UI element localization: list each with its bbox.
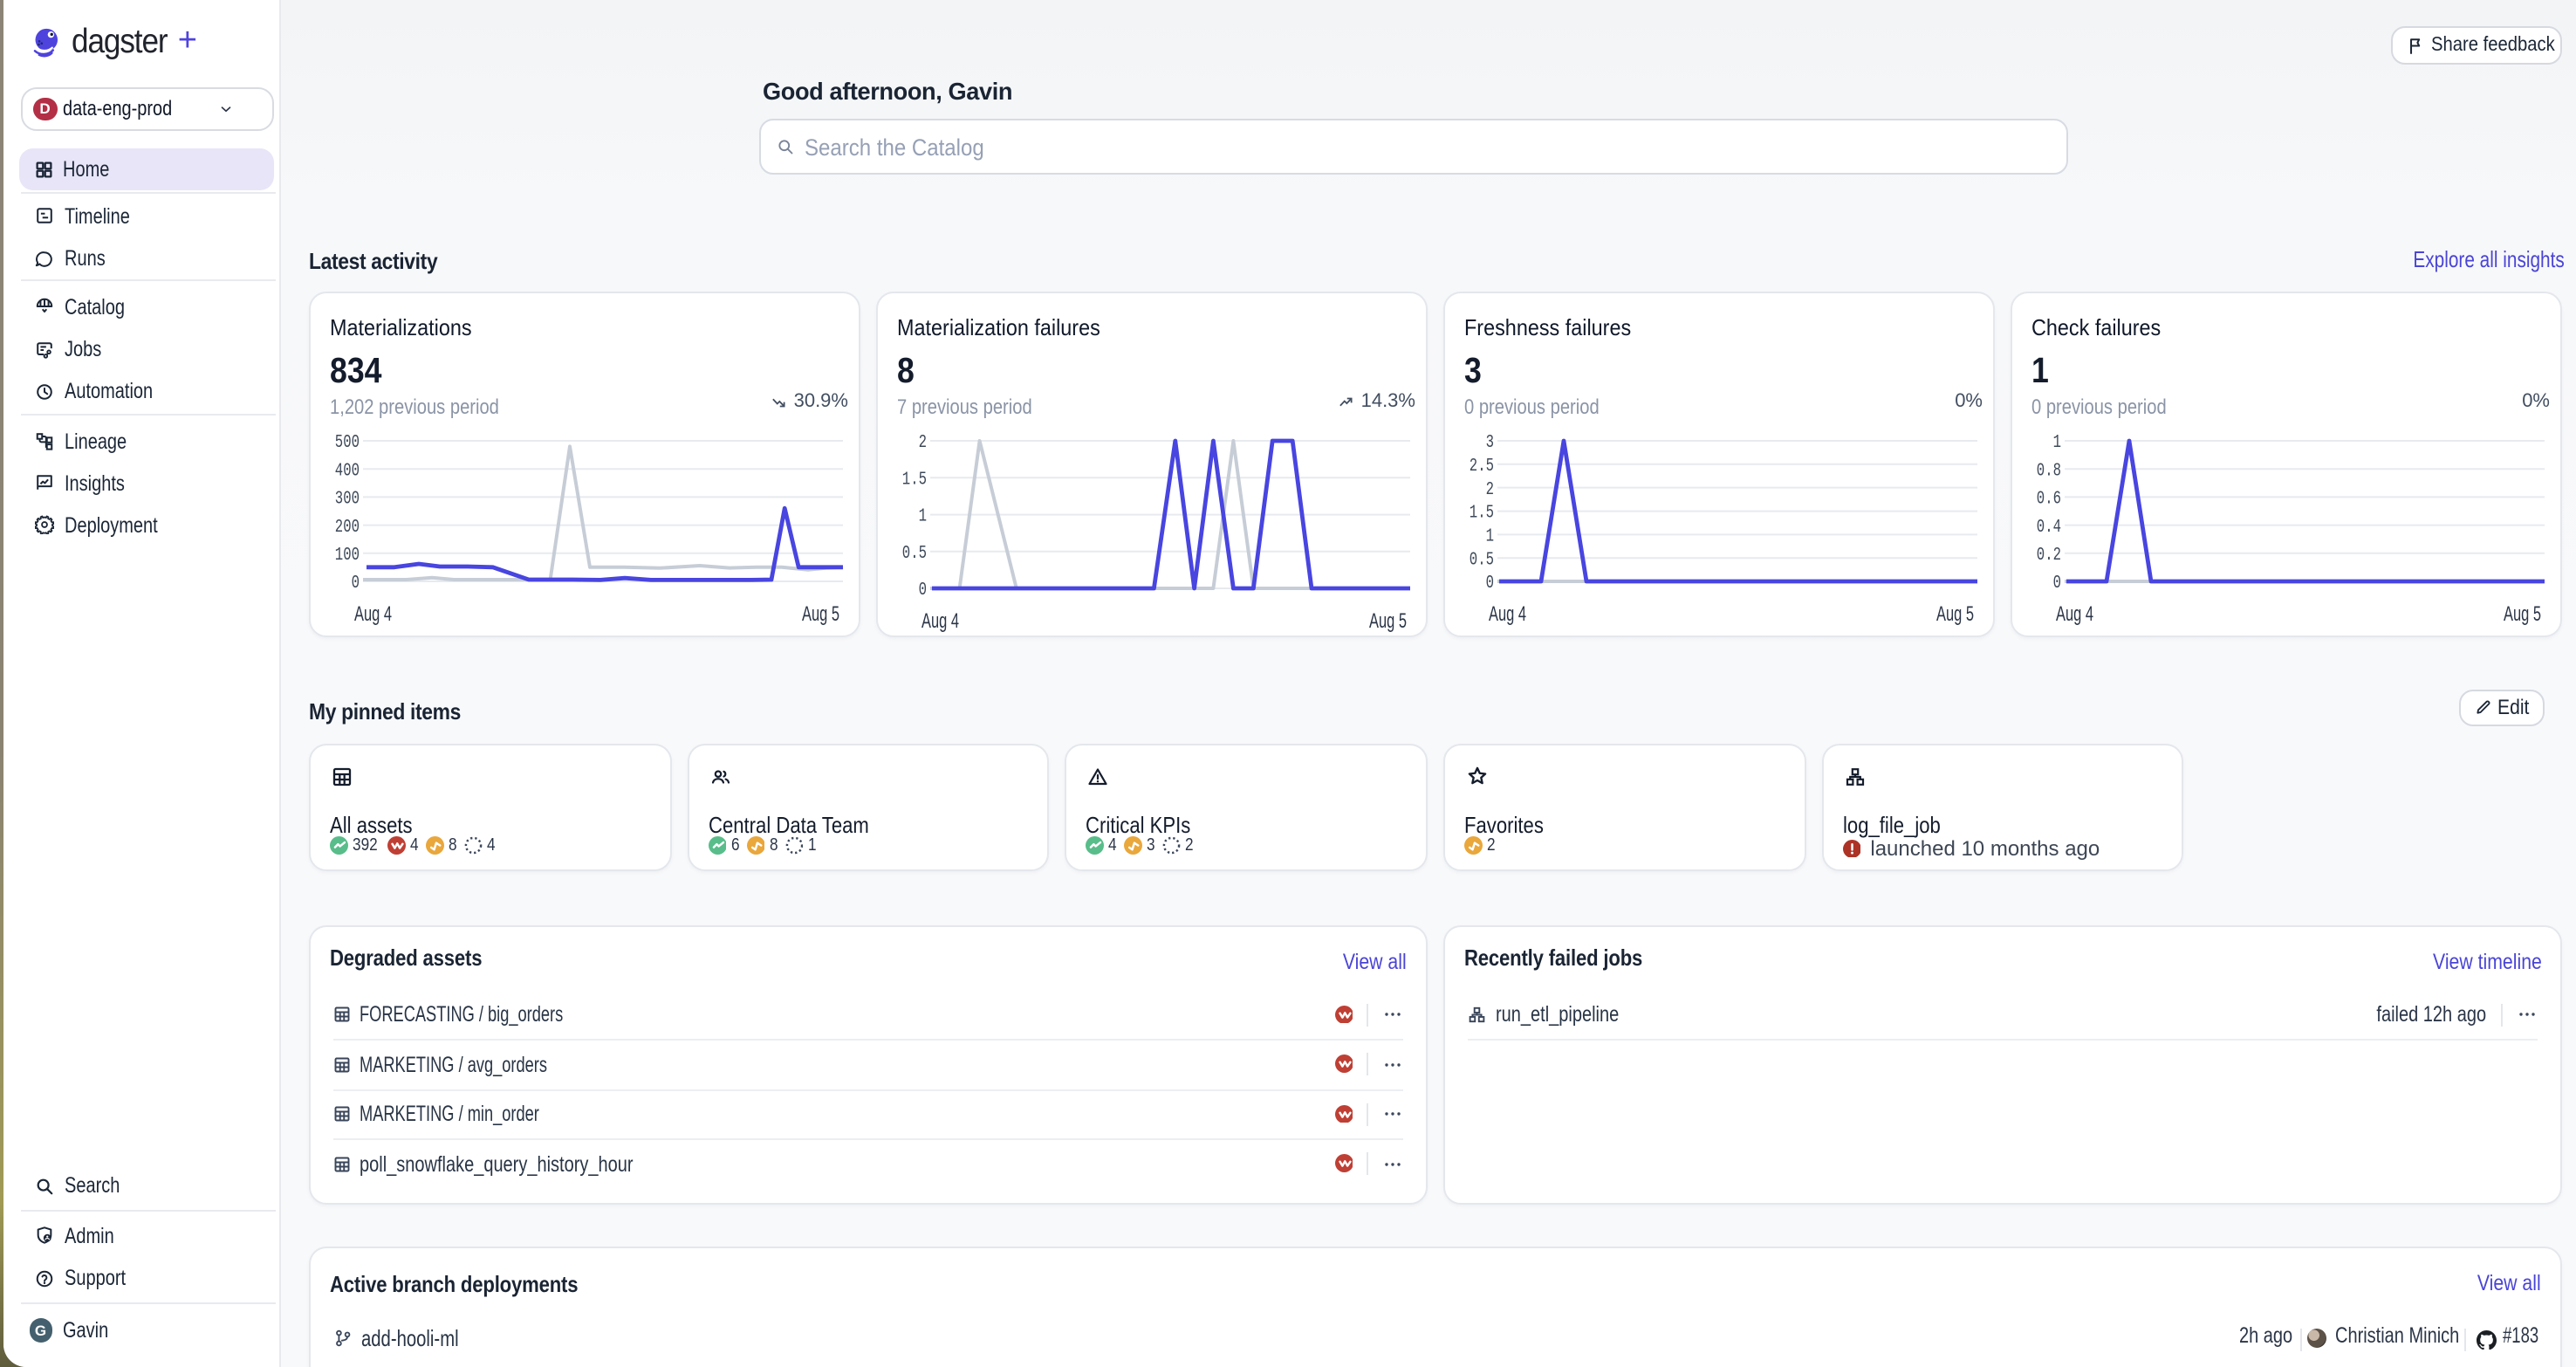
svg-text:400: 400 [335, 461, 360, 481]
svg-text:100: 100 [335, 546, 360, 566]
svg-text:0.4: 0.4 [2037, 518, 2061, 538]
svg-text:0.2: 0.2 [2037, 546, 2061, 566]
svg-text:0: 0 [352, 574, 360, 594]
svg-text:Aug 5: Aug 5 [1369, 609, 1407, 633]
svg-text:200: 200 [335, 518, 360, 538]
svg-text:Aug 5: Aug 5 [1936, 602, 1974, 626]
svg-text:1: 1 [2053, 433, 2061, 453]
svg-text:Aug 5: Aug 5 [802, 602, 839, 626]
svg-text:0.6: 0.6 [2037, 490, 2061, 510]
svg-text:1.5: 1.5 [1470, 504, 1494, 524]
svg-text:0: 0 [1486, 574, 1494, 594]
svg-text:Aug 4: Aug 4 [2056, 602, 2093, 626]
svg-text:500: 500 [335, 433, 360, 453]
svg-text:0: 0 [2053, 574, 2061, 594]
svg-text:1: 1 [919, 507, 927, 527]
svg-text:300: 300 [335, 490, 360, 510]
svg-text:Aug 4: Aug 4 [921, 609, 959, 633]
svg-text:1: 1 [1486, 527, 1494, 547]
svg-text:Aug 4: Aug 4 [1489, 602, 1526, 626]
svg-text:2.5: 2.5 [1470, 457, 1494, 477]
svg-text:1.5: 1.5 [902, 470, 927, 490]
svg-text:Aug 5: Aug 5 [2504, 602, 2541, 626]
svg-text:0.5: 0.5 [902, 544, 927, 564]
svg-text:3: 3 [1486, 433, 1494, 453]
svg-text:0: 0 [919, 580, 927, 601]
svg-text:2: 2 [919, 433, 927, 453]
svg-text:0.8: 0.8 [2037, 461, 2061, 481]
svg-text:Aug 4: Aug 4 [354, 602, 392, 626]
svg-text:0.5: 0.5 [1470, 550, 1494, 570]
svg-text:2: 2 [1486, 480, 1494, 500]
